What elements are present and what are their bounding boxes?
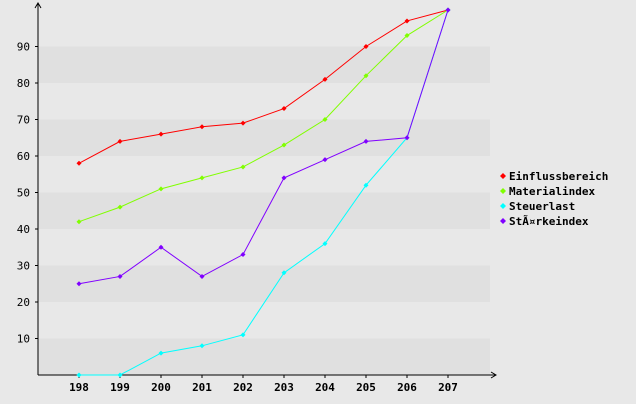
data-point (281, 142, 287, 148)
legend-label: StÃ¤rkeindex (509, 215, 589, 228)
grid-band (38, 119, 490, 156)
data-point (76, 160, 82, 166)
data-point (158, 186, 164, 192)
data-point (322, 241, 328, 247)
x-tick-label: 203 (274, 381, 294, 394)
series-line (78, 9, 449, 223)
grid-band (38, 83, 490, 120)
data-point (117, 204, 123, 210)
legend-item: Materialindex (500, 185, 595, 198)
series-line (79, 9, 449, 376)
series-line (78, 9, 449, 164)
data-point (76, 219, 82, 225)
series-4 (76, 7, 451, 287)
data-point (363, 182, 369, 188)
data-point (322, 117, 328, 122)
x-axis-arrow (490, 371, 497, 379)
legend-marker (500, 173, 506, 179)
grid-band (38, 302, 490, 339)
y-axis-ticks: 10 20 30 40 50 60 70 80 90 (17, 41, 38, 346)
x-tick-label: 205 (356, 381, 376, 394)
x-axis-ticks: 198 199 200 201 202 203 204 205 206 207 (69, 375, 458, 394)
data-point (158, 244, 164, 250)
grid-band (38, 10, 490, 47)
x-tick-label: 198 (69, 381, 89, 394)
series-2 (76, 7, 451, 225)
x-tick-label: 199 (110, 381, 130, 394)
plot-background-bands (38, 10, 490, 375)
x-tick-label: 202 (233, 381, 253, 394)
y-tick-label: 80 (17, 77, 30, 90)
y-axis-arrow (34, 2, 42, 9)
y-tick-label: 60 (17, 150, 30, 163)
x-tick-label: 207 (438, 381, 458, 394)
data-point (322, 76, 328, 82)
data-point (199, 273, 205, 279)
data-point (404, 18, 410, 24)
grid-band (38, 156, 490, 193)
grid-band (38, 265, 490, 302)
data-point (76, 281, 82, 287)
data-point (404, 33, 410, 39)
y-tick-label: 10 (17, 333, 30, 346)
y-tick-label: 70 (17, 114, 30, 127)
x-tick-label: 204 (315, 381, 335, 394)
data-point (322, 157, 328, 163)
x-tick-label: 200 (151, 381, 171, 394)
series-line (78, 9, 449, 285)
legend-marker (500, 188, 506, 194)
data-point (240, 164, 246, 170)
y-tick-label: 40 (17, 223, 30, 236)
y-tick-label: 90 (17, 41, 30, 54)
data-point (404, 135, 410, 141)
grid-band (38, 338, 490, 375)
data-point (117, 273, 123, 279)
legend-label: Einflussbereich (509, 170, 608, 183)
series-group (76, 7, 451, 378)
legend: Einflussbereich Materialindex Steuerlast St… (500, 170, 608, 228)
data-point (76, 372, 82, 378)
y-tick-label: 20 (17, 296, 30, 309)
grid-band (38, 192, 490, 229)
data-point (199, 175, 205, 181)
data-point (445, 7, 451, 13)
data-point (240, 332, 246, 338)
legend-label: Steuerlast (509, 200, 575, 213)
data-point (240, 120, 246, 126)
data-point (363, 44, 369, 49)
data-point (117, 138, 123, 144)
x-tick-label: 206 (397, 381, 417, 394)
series-1 (76, 7, 451, 166)
grid-band (38, 229, 490, 266)
data-point (158, 350, 164, 356)
grid-band (38, 46, 490, 83)
x-tick-label: 201 (192, 381, 212, 394)
data-point (363, 138, 369, 144)
data-point (199, 343, 205, 349)
legend-marker (500, 203, 506, 209)
data-point (281, 270, 287, 276)
data-point (158, 131, 164, 137)
legend-item: StÃ¤rkeindex (500, 215, 589, 228)
legend-marker (500, 218, 506, 224)
legend-item: Steuerlast (500, 200, 575, 213)
y-tick-label: 50 (17, 187, 30, 200)
data-point (281, 106, 287, 112)
data-point (281, 175, 287, 181)
data-point (363, 73, 369, 79)
data-point (199, 124, 205, 130)
y-tick-label: 30 (17, 260, 30, 273)
data-point (240, 252, 246, 258)
data-point (117, 372, 123, 378)
legend-item: Einflussbereich (500, 170, 608, 183)
legend-label: Materialindex (509, 185, 595, 198)
